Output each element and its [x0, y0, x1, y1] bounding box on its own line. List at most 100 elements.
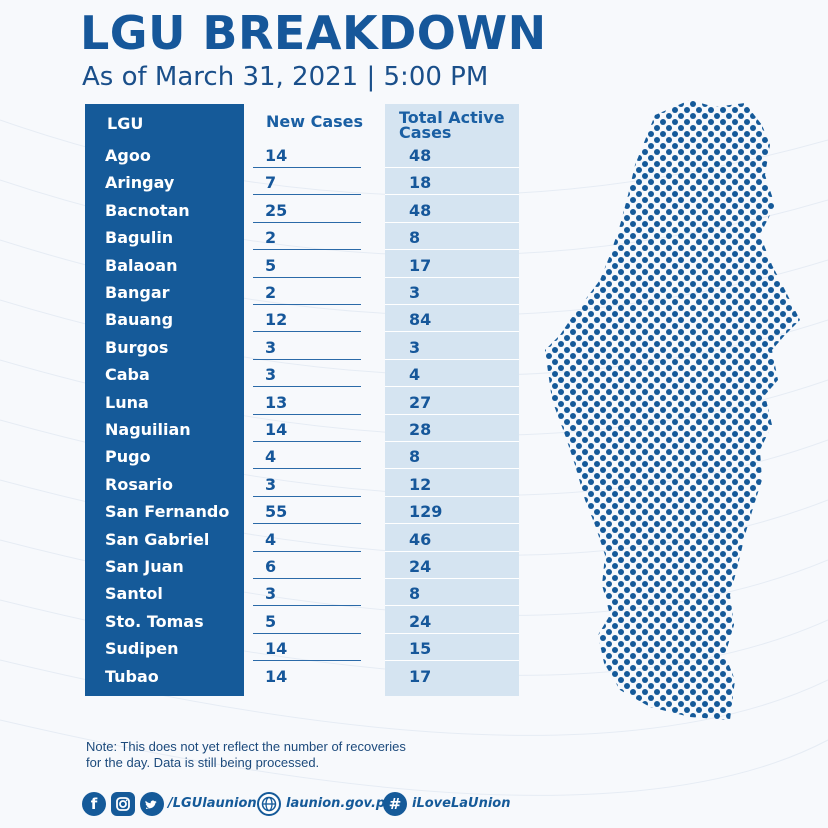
new-cases-value: 5 [265, 255, 277, 275]
table-row: Rosario 3 12 [85, 472, 519, 497]
row-divider [253, 331, 361, 333]
table-row: San Juan 6 24 [85, 554, 519, 579]
total-active-cases-value: 84 [409, 310, 432, 330]
lgu-name: Agoo [105, 146, 151, 165]
row-divider [253, 167, 361, 168]
lgu-name: Bacnotan [105, 200, 190, 220]
total-active-cases-value: 48 [409, 200, 432, 220]
row-divider [253, 304, 361, 305]
table-row: Santol 3 8 [85, 581, 519, 607]
social-handle[interactable]: /LGUlaunion [168, 796, 257, 811]
new-cases-value: 3 [265, 474, 277, 494]
new-cases-value: 7 [265, 173, 277, 193]
total-active-cases-value: 8 [409, 584, 421, 604]
row-divider [385, 550, 519, 552]
row-divider [385, 578, 519, 579]
total-active-cases-value: 15 [409, 639, 432, 659]
lgu-name: Aringay [105, 173, 175, 193]
table-row: Bangar 2 3 [85, 280, 519, 305]
twitter-icon[interactable] [140, 792, 164, 816]
row-divider [385, 605, 519, 607]
lgu-name: Pugo [105, 447, 151, 467]
twitter-glyph [145, 800, 157, 809]
row-divider [253, 249, 361, 251]
total-active-cases-value: 8 [409, 228, 421, 248]
lgu-name: Caba [105, 365, 150, 385]
row-divider [253, 495, 361, 497]
new-cases-value: 13 [265, 392, 288, 412]
row-divider [385, 304, 519, 305]
table-row: Pugo 4 8 [85, 444, 519, 470]
table-row: Caba 3 4 [85, 362, 519, 388]
new-cases-value: 2 [265, 283, 277, 302]
web-glyph [261, 796, 277, 812]
row-divider [253, 413, 361, 415]
new-cases-value: 14 [265, 420, 288, 439]
table-row: Bagulin 2 8 [85, 225, 519, 251]
table-row: Luna 13 27 [85, 390, 519, 415]
row-divider [385, 194, 519, 196]
new-cases-value: 25 [265, 200, 288, 220]
website-link[interactable]: launion.gov.ph [286, 796, 395, 811]
lgu-name: Bauang [105, 310, 174, 330]
lgu-name: Naguilian [105, 420, 191, 439]
row-divider [385, 441, 519, 442]
facebook-icon[interactable]: f [82, 792, 106, 816]
total-active-cases-value: 27 [409, 392, 432, 412]
total-active-cases-value: 24 [409, 611, 432, 631]
total-active-cases-value: 8 [409, 447, 421, 467]
new-cases-value: 6 [265, 557, 277, 576]
table-row: Agoo 14 48 [85, 143, 519, 168]
table-row: Naguilian 14 28 [85, 417, 519, 442]
new-cases-value: 4 [265, 447, 277, 467]
new-cases-value: 3 [265, 337, 277, 357]
hashtag-text[interactable]: iLoveLaUnion [412, 796, 511, 811]
table-row: Balaoan 5 17 [85, 253, 519, 278]
row-divider [253, 523, 361, 525]
lgu-name: San Fernando [105, 502, 230, 522]
table-row: Sudipen 14 15 [85, 636, 519, 662]
row-divider [385, 468, 519, 470]
total-cases-column-bg [385, 104, 519, 696]
table-row: Bauang 12 84 [85, 307, 519, 333]
lgu-name: Sudipen [105, 639, 179, 659]
total-active-cases-value: 46 [409, 529, 432, 549]
new-cases-value: 3 [265, 584, 277, 604]
total-active-cases-value: 28 [409, 420, 432, 439]
table-row: San Fernando 55 129 [85, 499, 519, 525]
note-line-1: Note: This does not yet reflect the numb… [86, 739, 406, 754]
row-divider [385, 249, 519, 251]
row-divider [253, 276, 361, 278]
new-cases-value: 2 [265, 228, 277, 248]
total-active-cases-value: 129 [409, 502, 443, 522]
lgu-name: Bangar [105, 283, 170, 302]
lgu-name: Balaoan [105, 255, 178, 275]
table-row: Tubao 14 17 [85, 664, 519, 689]
page-subtitle: As of March 31, 2021 | 5:00 PM [82, 62, 489, 92]
page-title: LGU BREAKDOWN [80, 6, 547, 60]
new-cases-value: 12 [265, 310, 288, 330]
row-divider [253, 386, 361, 388]
header-lgu: LGU [107, 114, 144, 133]
row-divider [385, 632, 519, 634]
total-active-cases-value: 12 [409, 474, 432, 494]
row-divider [385, 386, 519, 388]
footer: f /LGUlaunion launion.gov.ph # iLoveLaUn… [82, 792, 542, 820]
table-row: San Gabriel 4 46 [85, 527, 519, 552]
lgu-name: San Juan [105, 557, 184, 576]
instagram-icon[interactable] [111, 792, 135, 816]
web-icon[interactable] [257, 792, 281, 816]
row-divider [253, 441, 361, 442]
new-cases-value: 5 [265, 611, 277, 631]
new-cases-value: 4 [265, 529, 277, 549]
lgu-name: Santol [105, 584, 163, 604]
total-active-cases-value: 17 [409, 255, 432, 275]
total-active-cases-value: 18 [409, 173, 432, 193]
hashtag-icon[interactable]: # [383, 792, 407, 816]
row-divider [253, 632, 361, 634]
row-divider [385, 413, 519, 415]
lgu-name: Tubao [105, 666, 159, 686]
row-divider [385, 331, 519, 333]
lgu-table: LGU New Cases Total Active Cases Agoo 14 4… [85, 104, 519, 696]
new-cases-value: 55 [265, 502, 288, 522]
